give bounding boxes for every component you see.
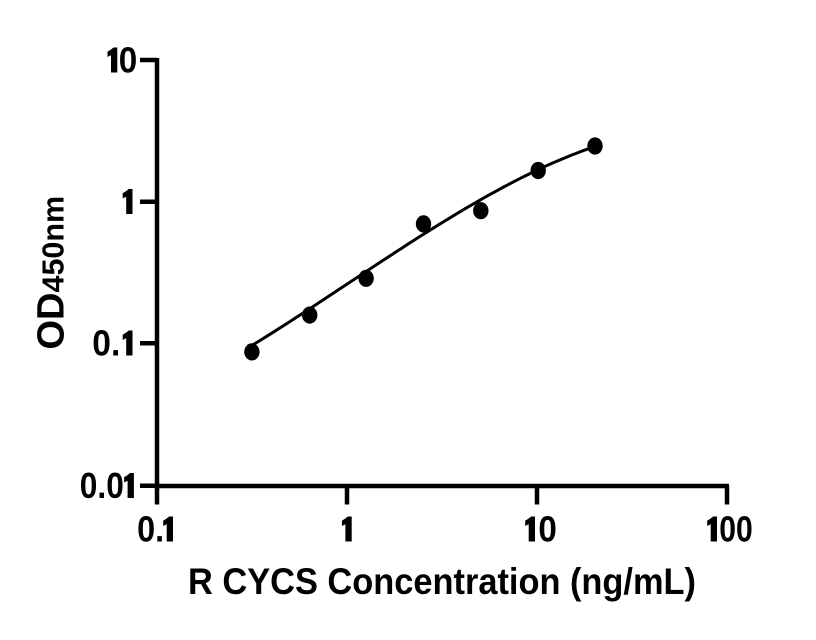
svg-text:00: 00	[719, 509, 753, 550]
svg-text:R CYCS Concentration (ng/mL): R CYCS Concentration (ng/mL)	[188, 561, 696, 602]
svg-text:OD450nm: OD450nm	[31, 196, 73, 350]
svg-text:0.: 0.	[92, 323, 120, 364]
svg-text:0: 0	[119, 40, 138, 81]
svg-text:0.0: 0.0	[80, 465, 124, 506]
svg-text:0.: 0.	[137, 509, 164, 550]
svg-text:0: 0	[538, 509, 557, 550]
